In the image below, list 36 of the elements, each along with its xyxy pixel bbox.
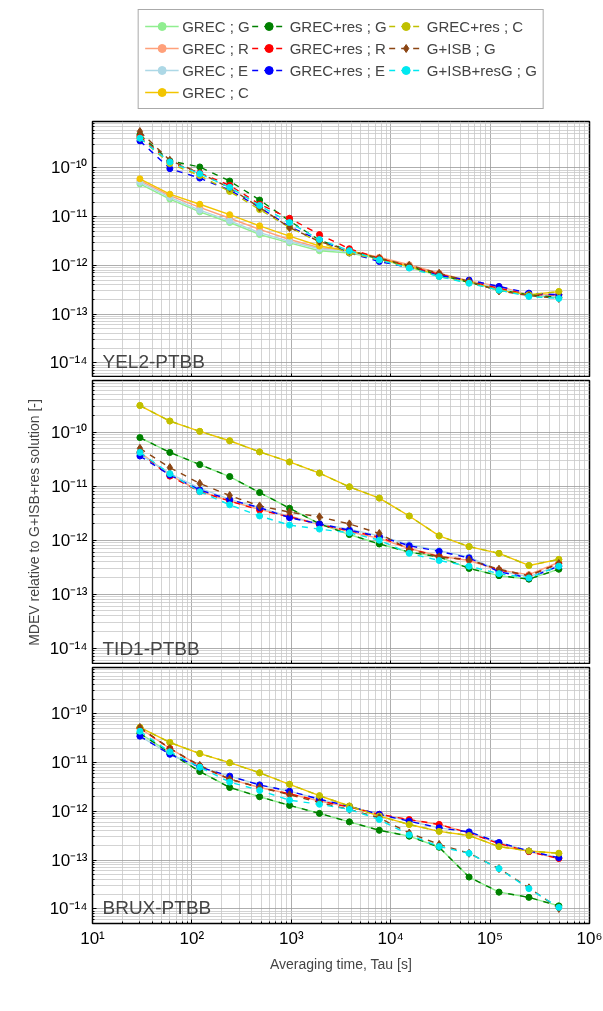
x-tick-label: 10³ xyxy=(279,928,304,948)
y-tick-label: 10⁻¹⁰ xyxy=(50,158,88,178)
y-tick-label: 10⁻¹³ xyxy=(51,584,88,604)
legend-label: GREC ; G xyxy=(182,17,250,35)
y-tick-label: 10⁻¹⁰ xyxy=(50,704,88,724)
y-axis-title: MDEV relative to G+ISB+res solution [-] xyxy=(25,399,42,646)
y-tick-label: 10⁻¹² xyxy=(51,255,88,275)
legend-label: GREC ; C xyxy=(182,83,249,101)
y-tick-label: 10⁻¹⁴ xyxy=(49,638,88,658)
x-tick-label: 10⁵ xyxy=(477,928,504,948)
annotation: TID1-PTBB xyxy=(102,637,200,659)
legend-label: GREC+res ; G xyxy=(289,17,387,35)
y-tick-label: 10⁻¹⁴ xyxy=(49,353,88,373)
x-tick-label: 10¹ xyxy=(80,928,106,948)
annotation: YEL2-PTBB xyxy=(102,350,205,372)
x-tick-label: 10² xyxy=(179,928,205,948)
x-axis-title: Averaging time, Tau [s] xyxy=(269,955,412,972)
y-tick-label: 10⁻¹² xyxy=(51,530,88,550)
y-tick-label: 10⁻¹³ xyxy=(51,304,88,324)
annotation: BRUX-PTBB xyxy=(102,896,212,918)
legend-label: G+ISB ; G xyxy=(426,39,496,57)
y-tick-label: 10⁻¹⁰ xyxy=(50,422,88,442)
legend-label: GREC ; R xyxy=(182,39,249,57)
y-tick-label: 10⁻¹² xyxy=(51,801,88,821)
legend-label: GREC+res ; C xyxy=(426,17,524,35)
y-tick-label: 10⁻¹¹ xyxy=(51,753,88,773)
legend-label: GREC ; E xyxy=(182,61,249,79)
y-tick-label: 10⁻¹⁴ xyxy=(49,899,88,919)
y-tick-label: 10⁻¹¹ xyxy=(51,476,88,496)
legend-label: GREC+res ; R xyxy=(289,39,386,57)
y-tick-label: 10⁻¹³ xyxy=(51,850,88,870)
y-tick-label: 10⁻¹¹ xyxy=(51,207,88,227)
x-tick-label: 10⁶ xyxy=(576,928,603,948)
x-tick-label: 10⁴ xyxy=(377,928,404,948)
legend-label: GREC+res ; E xyxy=(289,61,386,79)
legend-label: G+ISB+resG ; G xyxy=(426,61,537,79)
